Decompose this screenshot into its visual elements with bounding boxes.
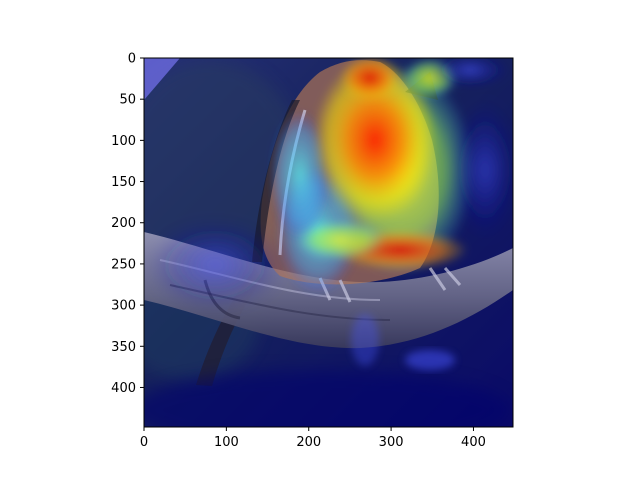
y-tick-label: 0 [128,52,136,67]
y-tick-label: 400 [111,381,136,396]
plot-frame [143,57,514,428]
x-tick-label: 0 [140,435,148,450]
y-tick-label: 100 [111,134,136,149]
x-axis: 0 100 200 300 400 [140,427,486,450]
y-tick-label: 150 [111,175,136,190]
y-axis: 0 50 100 150 200 250 300 350 400 [111,52,144,396]
y-tick-label: 300 [111,299,136,314]
x-tick-label: 200 [296,435,321,450]
y-tick-label: 350 [111,340,136,355]
y-tick-label: 50 [119,93,136,108]
y-tick-label: 200 [111,216,136,231]
heatmap-image [144,58,513,427]
y-tick-label: 250 [111,257,136,272]
x-tick-label: 300 [379,435,404,450]
x-tick-label: 100 [214,435,239,450]
x-tick-label: 400 [461,435,486,450]
